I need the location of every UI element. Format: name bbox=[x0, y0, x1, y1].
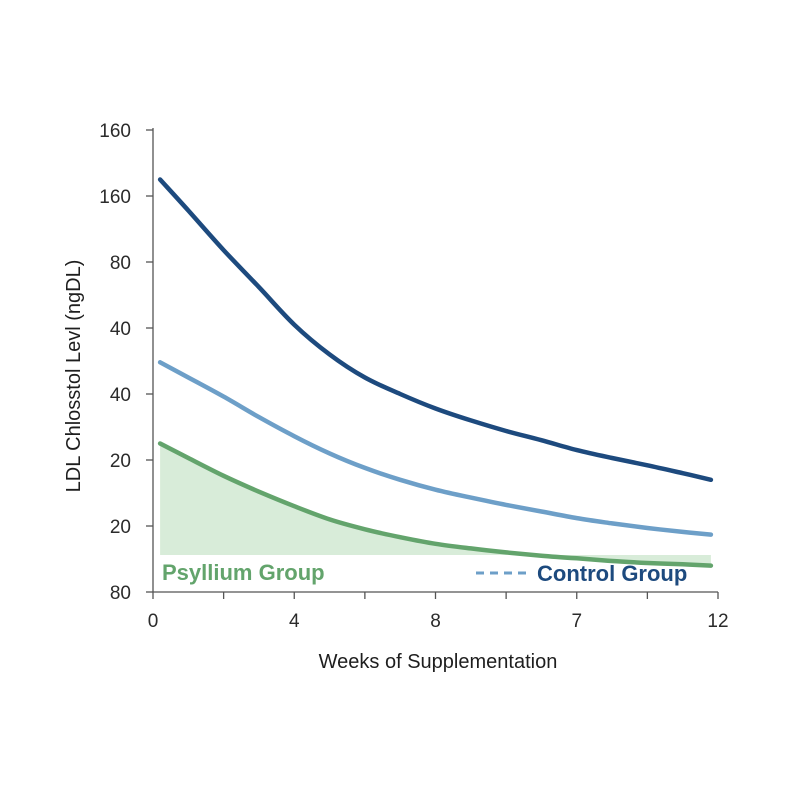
legend-layer: Psyllium Group Control Group bbox=[162, 560, 687, 586]
y-tick-label: 160 bbox=[99, 121, 131, 142]
y-tick-label: 20 bbox=[110, 517, 131, 538]
y-tick-label: 80 bbox=[110, 253, 131, 274]
y-tick-label: 80 bbox=[110, 583, 131, 604]
y-tick-label: 40 bbox=[110, 385, 131, 406]
legend-psyllium-label: Psyllium Group bbox=[162, 560, 325, 585]
y-tick-label: 20 bbox=[110, 451, 131, 472]
dark-line-line bbox=[157, 177, 714, 483]
series-layer bbox=[157, 177, 714, 568]
psyllium-area-fill bbox=[160, 443, 711, 566]
x-tick-label: 0 bbox=[148, 611, 159, 632]
x-tick-label: 7 bbox=[571, 611, 582, 632]
y-tick-label: 160 bbox=[99, 187, 131, 208]
x-axis-title: Weeks of Supplementation bbox=[319, 651, 558, 673]
y-tick-label: 40 bbox=[110, 319, 131, 340]
legend-control: Control Group bbox=[476, 561, 687, 586]
axes-layer: 80 20 20 40 40 80 160 160 0 4 8 7 12 bbox=[99, 121, 728, 632]
legend-control-label: Control Group bbox=[537, 561, 687, 586]
x-tick-label: 12 bbox=[707, 611, 728, 632]
control-group-line bbox=[157, 360, 714, 537]
y-axis-title: LDL Chlosstol Levl (ngDL) bbox=[63, 260, 85, 493]
psyllium-group-line bbox=[157, 441, 714, 568]
fill-layer bbox=[160, 443, 711, 566]
x-tick-label: 4 bbox=[289, 611, 300, 632]
x-tick-label: 8 bbox=[430, 611, 441, 632]
